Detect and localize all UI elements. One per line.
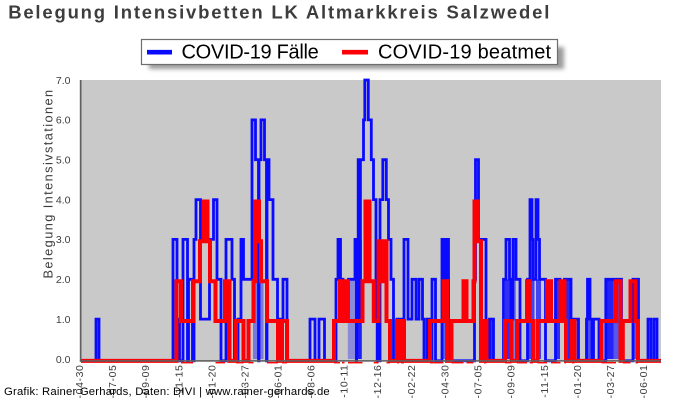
svg-text:7.0: 7.0 [56,75,71,87]
svg-text:-07-05: -07-05 [107,365,119,399]
svg-text:1.0: 1.0 [56,314,71,326]
svg-text:-01-20: -01-20 [207,365,219,399]
svg-text:-12-16: -12-16 [372,365,384,399]
svg-text:2.0: 2.0 [56,274,71,286]
svg-text:-04-30: -04-30 [74,365,86,399]
svg-text:5.0: 5.0 [56,155,71,167]
svg-text:-07-05: -07-05 [473,365,485,399]
svg-text:Belegung Intensivbetten LK Alt: Belegung Intensivbetten LK Altmarkkreis … [8,1,551,22]
svg-text:-09-09: -09-09 [506,365,518,399]
svg-text:-08-06: -08-06 [306,365,318,399]
svg-text:-11-15: -11-15 [539,365,551,398]
svg-text:-01-20: -01-20 [572,365,584,399]
svg-text:3.0: 3.0 [56,234,71,246]
svg-text:-10-11: -10-11 [339,365,351,398]
svg-text:-06-01: -06-01 [273,365,285,399]
svg-text:Grafik: Rainer Gerhards, Daten: Grafik: Rainer Gerhards, Daten: DIVI | w… [4,386,330,398]
svg-text:COVID-19 beatmet: COVID-19 beatmet [378,42,552,64]
svg-text:4.0: 4.0 [56,194,71,206]
svg-text:-09-09: -09-09 [140,365,152,399]
svg-text:6.0: 6.0 [56,115,71,127]
svg-text:-11-15: -11-15 [174,365,186,398]
svg-text:-02-22: -02-22 [406,365,418,399]
svg-text:0.0: 0.0 [56,354,71,366]
svg-text:Belegung Intensivstationen: Belegung Intensivstationen [41,88,56,278]
svg-text:-06-01: -06-01 [638,365,650,399]
svg-text:COVID-19 Fälle: COVID-19 Fälle [182,42,319,64]
svg-text:-03-27: -03-27 [605,365,617,399]
svg-text:-04-30: -04-30 [439,365,451,399]
svg-text:-03-27: -03-27 [240,365,252,399]
